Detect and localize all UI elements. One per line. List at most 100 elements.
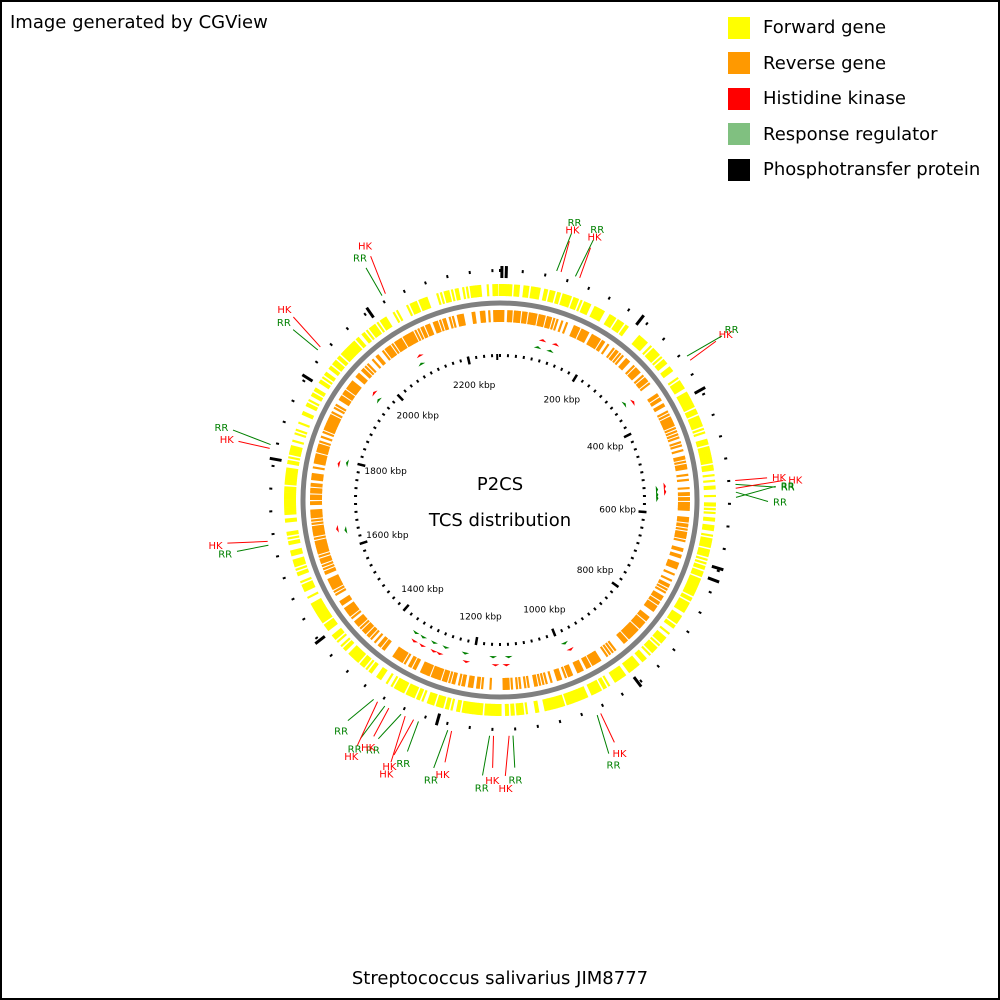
reverse-gene-mark [432, 666, 439, 679]
reverse-gene-mark [399, 650, 408, 663]
forward-gene-mark [698, 449, 711, 455]
reverse-gene-mark [314, 538, 327, 544]
rr-callout-label: RR [568, 218, 582, 229]
forward-gene-mark [676, 391, 688, 400]
forward-gene-mark [668, 612, 681, 622]
forward-gene-mark [390, 675, 399, 688]
forward-gene-mark [677, 393, 689, 401]
phosphotransfer-dot [363, 683, 367, 688]
rr-callout-label: RR [334, 727, 348, 738]
forward-gene-mark [687, 415, 700, 422]
forward-gene-mark [545, 698, 551, 711]
response-regulator-marker [376, 397, 382, 404]
rr-callout-label: RR [348, 745, 362, 756]
forward-gene-mark [696, 552, 709, 558]
ruler-label: 2200 kbp [453, 381, 496, 391]
reverse-gene-mark [396, 649, 405, 661]
ruler-dot [444, 364, 448, 368]
reverse-gene-mark [325, 423, 338, 430]
ruler-dot [409, 612, 413, 616]
forward-gene-mark [675, 601, 688, 610]
forward-gene-mark [515, 284, 519, 297]
forward-gene-mark [342, 639, 354, 650]
forward-gene-mark [524, 702, 529, 715]
forward-gene-mark [654, 631, 666, 641]
reverse-gene-mark [427, 664, 435, 677]
phosphotransfer-dot [600, 703, 605, 708]
reverse-gene-mark [421, 662, 429, 674]
forward-gene-mark [635, 338, 646, 349]
reverse-gene-mark [339, 396, 351, 405]
forward-gene-mark [703, 479, 716, 483]
ruler-dot [429, 625, 433, 629]
phosphotransfer-dot [676, 354, 681, 358]
forward-gene-mark [450, 289, 456, 302]
reverse-gene-mark [649, 595, 661, 604]
reverse-gene-mark [312, 530, 326, 536]
ruler-label: 2000 kbp [397, 411, 440, 421]
ruler-dot [444, 632, 448, 636]
reverse-gene-mark [441, 669, 448, 682]
reverse-gene-mark [509, 310, 513, 323]
forward-gene-mark [543, 288, 549, 302]
callout-line [556, 233, 572, 272]
histidine-kinase-marker [337, 460, 341, 468]
reverse-gene-mark [677, 508, 690, 511]
reverse-gene-mark [666, 433, 679, 440]
reverse-gene-mark [639, 382, 651, 392]
reverse-gene-mark [387, 345, 396, 357]
forward-gene-mark [687, 579, 699, 587]
reverse-gene-mark [448, 316, 454, 329]
forward-gene-mark [576, 299, 583, 312]
forward-gene-mark [476, 702, 480, 715]
forward-gene-mark [624, 660, 634, 671]
reverse-gene-mark [314, 454, 328, 460]
reverse-gene-mark [658, 413, 671, 421]
forward-gene-mark [430, 693, 437, 706]
reverse-gene-mark [317, 443, 331, 450]
reverse-gene-mark [580, 657, 589, 670]
forward-gene-mark [368, 327, 378, 339]
forward-gene-mark [690, 422, 703, 429]
reverse-gene-mark [317, 445, 330, 451]
reverse-gene-mark [338, 397, 350, 407]
forward-gene-mark [592, 307, 600, 320]
forward-gene-mark [515, 703, 519, 716]
forward-gene-mark [331, 627, 343, 638]
reverse-gene-mark [648, 596, 660, 606]
forward-gene-mark [285, 473, 298, 477]
reverse-gene-mark [456, 314, 462, 327]
hk-callout-label: HK [565, 226, 580, 237]
reverse-gene-mark [457, 673, 463, 686]
hk-callout-label: HK [379, 769, 394, 780]
forward-gene-mark [308, 398, 320, 407]
forward-gene-mark [699, 539, 712, 545]
forward-gene-mark [486, 703, 489, 716]
reverse-gene-mark [657, 580, 670, 588]
reverse-gene-mark [425, 663, 433, 676]
ruler-major-tick [359, 540, 368, 546]
forward-gene-mark [362, 331, 373, 343]
forward-gene-mark [597, 678, 606, 690]
reverse-gene-mark [324, 568, 337, 576]
forward-gene-mark [376, 321, 386, 333]
reverse-gene-mark [579, 329, 587, 342]
reverse-gene-mark [366, 363, 377, 374]
forward-gene-mark [370, 326, 380, 337]
forward-gene-mark [435, 694, 442, 707]
forward-gene-mark [301, 580, 314, 587]
reverse-gene-mark [311, 472, 324, 477]
forward-gene-mark [405, 304, 414, 317]
reverse-gene-mark [676, 523, 689, 528]
reverse-gene-mark [315, 453, 328, 459]
reverse-gene-mark [653, 402, 665, 411]
reverse-gene-mark [310, 510, 323, 514]
forward-gene-mark [284, 519, 298, 523]
forward-gene-mark [702, 473, 715, 478]
ruler-dot [604, 596, 609, 600]
phosphotransfer-dot [363, 312, 367, 317]
reverse-gene-mark [625, 364, 636, 375]
forward-gene-mark [313, 602, 325, 611]
forward-gene-mark [284, 512, 297, 516]
forward-gene-mark [338, 355, 349, 365]
